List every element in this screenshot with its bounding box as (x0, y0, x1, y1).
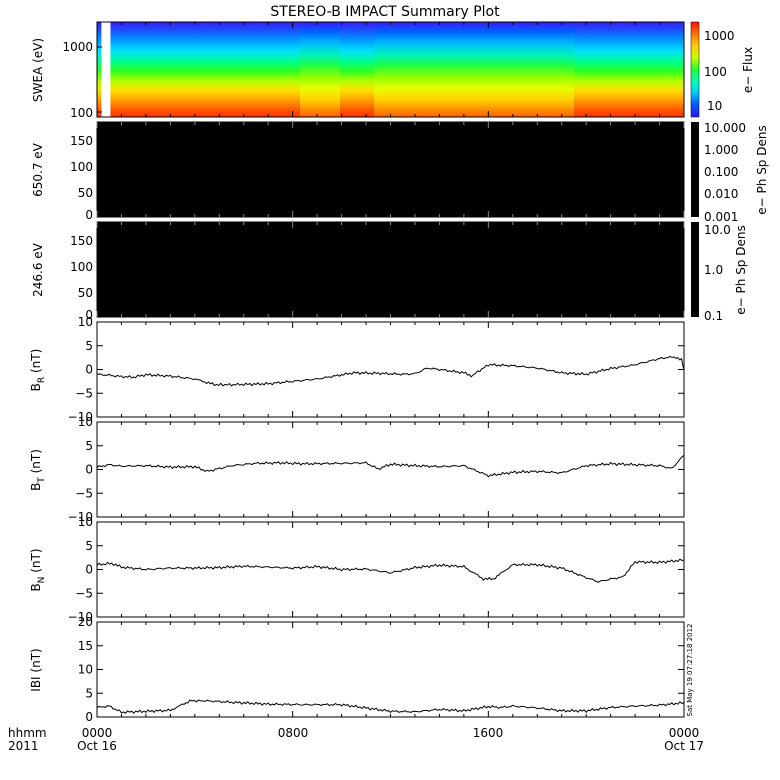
bmag-frame (96, 621, 685, 718)
br-frame (96, 321, 685, 418)
pad650-ylabel: 650.7 eV (31, 142, 45, 197)
ytick-label: −10 (68, 410, 93, 424)
ytick-label: 5 (85, 339, 93, 353)
ytick-label: −5 (75, 486, 93, 500)
pad650-cbar-tick-1: 1.000 (704, 143, 738, 157)
swea-ytick-1000: 1000 (62, 40, 93, 54)
br-trace (96, 355, 685, 387)
ytick-label: 0 (85, 563, 93, 577)
bt-trace (96, 454, 685, 478)
x-tick-1600: 1600 (473, 726, 504, 740)
swea-ylabel: SWEA (eV) (31, 38, 45, 102)
ytick-label: 10 (78, 515, 93, 529)
x-corner-top: hhmm (8, 726, 47, 740)
timestamp: Sat May 19 07:27:18 2012 (686, 623, 694, 716)
pad246-cbar-tick-0.1: 0.1 (704, 309, 723, 323)
x-corner-bottom: 2011 (8, 739, 39, 753)
bn-ylabel: BN (nT) (29, 548, 47, 591)
panel-bn: BN (nT) 10 5 0 −5 −10 (29, 515, 685, 624)
pad650-ytick-150: 150 (70, 134, 93, 148)
ytick-label: 10 (78, 315, 93, 329)
bn-trace (96, 558, 685, 583)
bt-ylabel: BT (nT) (29, 449, 47, 491)
pad650-cbar-label: e− Ph Sp Dens (755, 125, 769, 214)
swea-colorbar (690, 21, 700, 118)
pad650-cbar-tick-0.1: 0.100 (704, 165, 738, 179)
ytick-label: 20 (78, 615, 93, 629)
panel-pad650: 650.7 eV 150 100 50 0 10.000 1.000 0.100… (31, 121, 769, 224)
pad650-colorbar (691, 122, 699, 217)
pad246-cbar-tick-10: 10.0 (704, 223, 731, 237)
bmag-ylabel: IBI (nT) (29, 648, 43, 691)
swea-cbar-tick-100: 100 (704, 65, 727, 79)
pad246-ytick-100: 100 (70, 260, 93, 274)
x-axis: hhmm 2011 0000 0800 1600 0000 Oct 16 Oct… (8, 726, 704, 753)
pad650-ytick-50: 50 (78, 186, 93, 200)
pad650-cbar-tick-0.001: 0.001 (704, 210, 738, 224)
panel-swea: SWEA (eV) 1000 100 1000 100 10 e− Flux (31, 21, 755, 120)
ytick-label: 5 (85, 686, 93, 700)
x-date-start: Oct 16 (77, 739, 117, 753)
panel-br: BR (nT) 10 5 0 −5 −10 (29, 315, 685, 424)
ytick-label: −10 (68, 610, 93, 624)
ytick-label: −10 (68, 510, 93, 524)
ytick-label: 5 (85, 539, 93, 553)
x-tick-0000-end: 0000 (669, 726, 700, 740)
swea-ytick-100: 100 (70, 106, 93, 120)
panel-pad246: 246.6 eV 150 100 50 0 10.0 1.0 0.1 e− Ph… (31, 221, 748, 323)
ytick-label: 10 (78, 663, 93, 677)
ytick-label: 5 (85, 439, 93, 453)
pad246-image (96, 221, 685, 318)
ytick-label: 0 (85, 363, 93, 377)
pad246-cbar-tick-1: 1.0 (704, 263, 723, 277)
x-tick-0000: 0000 (82, 726, 113, 740)
ytick-label: 15 (78, 639, 93, 653)
panel-bmag: IBI (nT) 20 15 10 5 0 Sat May 19 07:27:18 20… (29, 615, 694, 724)
pad246-ylabel: 246.6 eV (31, 242, 45, 297)
bn-frame (96, 521, 685, 618)
ytick-label: 10 (78, 415, 93, 429)
pad650-ytick-100: 100 (70, 160, 93, 174)
pad650-cbar-tick-0.01: 0.010 (704, 187, 738, 201)
swea-cbar-tick-10: 10 (707, 99, 722, 113)
ytick-label: 0 (85, 710, 93, 724)
pad246-ytick-150: 150 (70, 234, 93, 248)
panel-bt: BT (nT) 10 5 0 −5 −10 (29, 415, 685, 524)
swea-data-gap (101, 22, 111, 117)
swea-cbar-label: e− Flux (741, 47, 755, 93)
ytick-label: −5 (75, 386, 93, 400)
pad246-ytick-0: 0 (85, 308, 93, 322)
ytick-label: 0 (85, 463, 93, 477)
bt-frame (96, 421, 685, 518)
swea-dip-1200 (374, 22, 574, 117)
ytick-label: −5 (75, 586, 93, 600)
x-tick-0800: 0800 (278, 726, 309, 740)
br-ylabel: BR (nT) (29, 349, 47, 392)
pad246-cbar-label: e− Ph Sp Dens (734, 225, 748, 314)
pad246-ytick-50: 50 (78, 286, 93, 300)
pad650-cbar-tick-10: 10.000 (704, 121, 746, 135)
pad246-colorbar (691, 222, 699, 317)
plot-title: STEREO-B IMPACT Summary Plot (270, 4, 500, 20)
bmag-trace (96, 699, 685, 714)
pad650-image (96, 121, 685, 218)
swea-dip-0900 (300, 22, 340, 117)
swea-cbar-tick-1000: 1000 (704, 29, 735, 43)
pad650-ytick-0: 0 (85, 208, 93, 222)
x-date-end: Oct 17 (664, 739, 704, 753)
